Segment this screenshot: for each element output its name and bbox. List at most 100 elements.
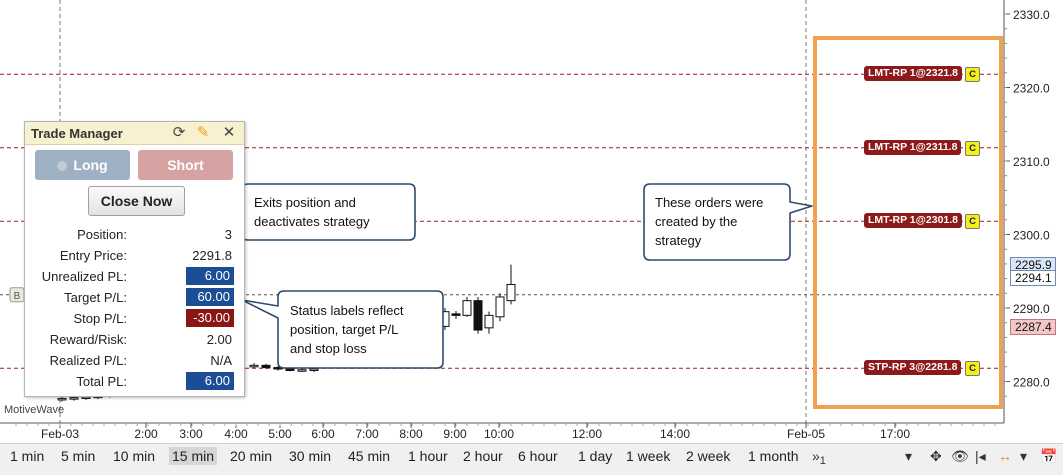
status-row: Entry Price: 2291.8 [25,245,244,266]
candle-body [261,364,271,369]
timeframe-1-min[interactable]: 1 min [10,448,45,464]
timeframe-bar: »1 ▾ ✥ 👁 |◂ ↔ ▾ 📅 1 min 5 min 10 min 15 min… [0,443,1063,475]
timeframe-1-week[interactable]: 1 week [626,448,671,464]
chevron-down-icon[interactable]: ▾ [905,448,913,464]
dropdown-icon[interactable]: ▾ [1020,448,1028,464]
edit-icon[interactable]: ✎ [196,124,210,141]
status-row: Total PL: 6.00 [25,371,244,392]
candle-body [484,314,494,329]
callout-orders-bubble [643,183,813,261]
status-row: Stop P/L: -30.00 [25,308,244,329]
timeframe-15-min[interactable]: 15 min [169,447,218,465]
status-label: Unrealized PL: [41,269,127,284]
order-cancel-badge[interactable]: C [965,140,980,156]
orders-highlight-box [813,36,1003,409]
status-row: Realized P/L: N/A [25,350,244,371]
time-tick-label: 6:00 [311,427,335,441]
time-tick-label: 7:00 [355,427,379,441]
candle-body [451,313,461,316]
price-tick-label: 2280.0 [1013,376,1050,390]
candle-body [57,397,67,401]
callout-close-text: Exits position and deactivates strategy [254,195,370,229]
long-button[interactable]: Long [35,150,130,180]
status-value: 60.00 [186,288,234,306]
status-value: 2291.8 [192,248,232,263]
status-value: -30.00 [186,309,234,327]
close-icon[interactable]: ✕ [222,124,236,141]
time-tick-label: 12:00 [572,427,602,441]
more-icon[interactable]: »1 [812,448,826,467]
status-label: Reward/Risk: [49,332,127,347]
price-label: 2287.4 [1010,319,1056,336]
time-tick-label: 14:00 [660,427,690,441]
time-tick-label: 17:00 [880,427,910,441]
price-label: 2295.9 [1010,256,1056,273]
fit-width-icon[interactable]: ↔ [998,448,1012,464]
time-tick-label: Feb-03 [41,427,79,441]
timeframe-6-hour[interactable]: 6 hour [518,448,558,464]
timeframe-1-day[interactable]: 1 day [578,448,613,464]
move-icon[interactable]: ✥ [930,448,942,464]
status-row: Unrealized PL: 6.00 [25,266,244,287]
time-tick-label: 2:00 [134,427,158,441]
status-label: Stop P/L: [73,311,127,326]
callout-status-bubble [241,290,444,369]
timeframe-5-min[interactable]: 5 min [61,448,96,464]
status-label: Position: [77,227,127,242]
timeframe-20-min[interactable]: 20 min [230,448,273,464]
price-tick-label: 2320.0 [1013,82,1050,96]
trade-manager-header[interactable]: Trade Manager ⟳ ✎ ✕ [25,122,244,145]
status-row: Reward/Risk: 2.00 [25,329,244,350]
candle-body [297,369,307,372]
scroll-start-icon[interactable]: |◂ [975,448,986,464]
order-label[interactable]: LMT-RP 1@2321.8 [864,66,962,82]
price-tick-label: 2330.0 [1013,8,1050,22]
calendar-icon[interactable]: 📅 [1040,448,1058,464]
price-tick-label: 2290.0 [1013,302,1050,316]
status-label: Entry Price: [59,248,127,263]
callout-status-text: Status labels reflect position, target P/… [290,303,404,356]
candle-body [506,283,516,302]
status-dot-icon [57,161,68,171]
timeframe-2-week[interactable]: 2 week [686,448,731,464]
candle-body [462,300,472,316]
price-tick-label: 2310.0 [1013,155,1050,169]
close-now-label: Close Now [100,193,173,209]
order-cancel-badge[interactable]: C [965,67,980,83]
candle-body [309,368,319,372]
short-button-label: Short [167,157,204,173]
price-label: 2294.1 [1010,269,1056,286]
entry-marker-label: B [14,291,21,302]
eye-icon[interactable]: 👁 [951,448,969,464]
timeframe-10-min[interactable]: 10 min [113,448,156,464]
candle-body [285,368,295,372]
order-cancel-badge[interactable]: C [965,214,980,230]
status-label: Target P/L: [64,290,127,305]
status-value: 6.00 [186,267,234,285]
status-row: Target P/L: 60.00 [25,287,244,308]
status-value: N/A [210,353,232,368]
status-value: 2.00 [206,332,232,347]
status-label: Total PL: [76,374,127,389]
candle-body [81,396,91,399]
time-tick-label: 9:00 [443,427,467,441]
time-tick-label: 3:00 [179,427,203,441]
timeframe-30-min[interactable]: 30 min [289,448,332,464]
refresh-icon[interactable]: ⟳ [172,124,186,141]
time-tick-label: 10:00 [484,427,514,441]
order-cancel-badge[interactable]: C [965,361,980,377]
order-label[interactable]: LMT-RP 1@2301.8 [864,213,962,229]
short-button[interactable]: Short [138,150,233,180]
candle-body [495,296,505,318]
order-label[interactable]: LMT-RP 1@2311.8 [864,139,962,155]
time-tick-label: 5:00 [268,427,292,441]
timeframe-1-month[interactable]: 1 month [748,448,799,464]
long-button-label: Long [73,157,108,173]
timeframe-45-min[interactable]: 45 min [348,448,391,464]
timeframe-1-hour[interactable]: 1 hour [408,448,448,464]
timeframe-2-hour[interactable]: 2 hour [463,448,503,464]
trade-manager-panel: Trade Manager ⟳ ✎ ✕ Long Short Close Now… [24,121,245,397]
close-now-button[interactable]: Close Now [88,186,185,216]
order-label[interactable]: STP-RP 3@2281.8 [864,360,962,376]
status-row: Position: 3 [25,224,244,245]
